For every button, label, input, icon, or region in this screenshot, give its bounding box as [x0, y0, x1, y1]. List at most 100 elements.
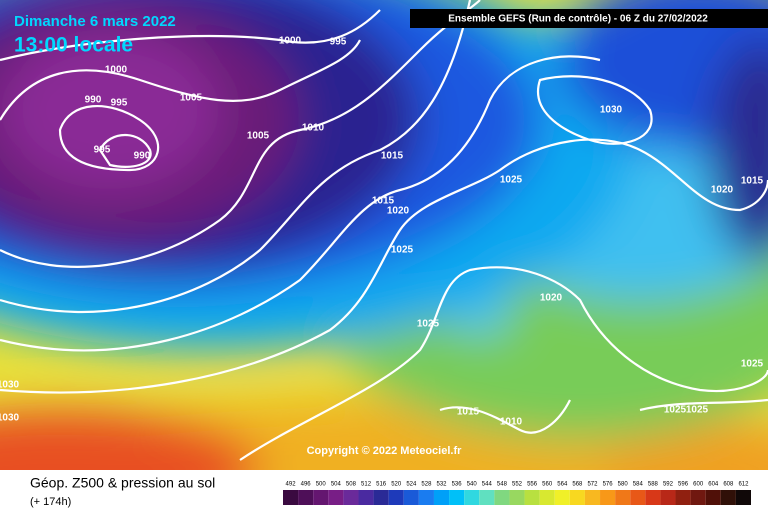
legend-swatch: [660, 490, 676, 505]
legend-swatch: [433, 490, 450, 505]
legend-label: 612: [738, 482, 749, 488]
legend-label: 572: [587, 482, 598, 488]
legend-swatch: [615, 490, 631, 505]
legend-label: 492: [286, 482, 297, 488]
isobar-label: 1020: [540, 293, 563, 304]
legend-label: 588: [648, 482, 659, 488]
isobar-label: 1025: [664, 405, 687, 416]
isobar-label: 1015: [457, 407, 480, 418]
isobar-label: 1000: [279, 36, 302, 47]
legend-label: 544: [482, 482, 493, 488]
legend-swatch: [373, 490, 389, 505]
isobar-label: 1030: [0, 413, 20, 424]
legend-swatch: [283, 490, 299, 505]
legend-label: 580: [618, 482, 629, 488]
isobar-label: 1010: [500, 417, 523, 428]
isobar-label: 1025: [417, 319, 440, 330]
isobars: [0, 0, 768, 461]
legend-label: 568: [572, 482, 583, 488]
run-label: Ensemble GEFS (Run de contrôle) - 06 Z d…: [448, 14, 708, 25]
isobar-label: 1030: [600, 105, 623, 116]
isobar-label: 1005: [247, 131, 270, 142]
legend-swatch: [569, 490, 585, 505]
legend-swatch: [479, 490, 495, 505]
legend-label: 524: [406, 482, 417, 488]
legend-swatch: [328, 490, 344, 505]
isobar-label: 1010: [302, 123, 325, 134]
legend-swatch: [584, 490, 601, 505]
isobar-label: 990: [134, 151, 151, 162]
legend-swatch: [630, 490, 646, 505]
isobar-label: 1020: [711, 185, 734, 196]
isobar-label: 1025: [391, 245, 414, 256]
legend-swatch: [313, 490, 329, 505]
legend-swatch: [600, 490, 616, 505]
legend-label: 552: [512, 482, 523, 488]
legend-swatch: [645, 490, 661, 505]
legend-swatch: [524, 490, 540, 505]
isobar-label: 995: [94, 145, 111, 156]
isobar-label: 1025: [500, 175, 523, 186]
legend-label: 600: [693, 482, 704, 488]
isobar-label: 1015: [381, 151, 404, 162]
legend-label: 508: [346, 482, 357, 488]
legend-swatch: [464, 490, 480, 505]
legend-swatch: [720, 490, 736, 505]
legend-label: 560: [542, 482, 553, 488]
legend-label: 548: [497, 482, 508, 488]
isobar-label: 995: [330, 37, 347, 48]
legend-label: 592: [663, 482, 674, 488]
legend-swatch: [388, 490, 404, 505]
isobar-label: 1025: [741, 359, 764, 370]
legend-label: 608: [723, 482, 734, 488]
legend-swatch: [675, 490, 691, 505]
legend-swatch: [418, 490, 434, 505]
isobar-label: 1000: [105, 65, 128, 76]
legend-label: 516: [376, 482, 387, 488]
legend-label: 584: [633, 482, 644, 488]
isobar-label: 1015: [741, 176, 764, 187]
legend-swatch: [554, 490, 570, 505]
run-banner: [410, 9, 768, 28]
isobar-label: 1020: [387, 206, 410, 217]
footer-lead: (+ 174h): [30, 496, 71, 508]
isobar-label: 1025: [686, 405, 709, 416]
legend-swatch: [494, 490, 510, 505]
isobar-label: 1030: [0, 380, 20, 391]
legend-swatch: [298, 490, 314, 505]
legend-label: 576: [603, 482, 614, 488]
legend-label: 540: [467, 482, 478, 488]
legend-label: 512: [361, 482, 372, 488]
legend-swatch: [690, 490, 706, 505]
isobar-label: 995: [111, 98, 128, 109]
legend-swatch: [343, 490, 359, 505]
legend-label: 556: [527, 482, 538, 488]
legend-swatch: [509, 490, 525, 505]
title-block: Dimanche 6 mars 2022 13:00 locale Ensemb…: [14, 9, 768, 57]
legend-swatch: [449, 490, 465, 505]
legend-label: 604: [708, 482, 719, 488]
isobar-label: 1005: [180, 93, 203, 104]
legend-label: 500: [316, 482, 327, 488]
legend-swatch: [705, 490, 721, 505]
legend-label: 520: [391, 482, 402, 488]
isobar-label: 1015: [372, 196, 395, 207]
legend-label: 532: [437, 482, 448, 488]
legend: 492 496 500 504 508 512 516 520 524 528 532 536 540 5…: [283, 482, 751, 505]
legend-swatch: [403, 490, 419, 505]
legend-swatch: [735, 490, 751, 505]
legend-swatch: [539, 490, 555, 505]
legend-label: 528: [421, 482, 432, 488]
legend-label: 536: [452, 482, 463, 488]
legend-label: 564: [557, 482, 568, 488]
copyright: Copyright © 2022 Meteociel.fr: [307, 445, 463, 457]
time-label: 13:00 locale: [14, 34, 133, 57]
isobar-label: 990: [85, 95, 102, 106]
legend-label: 504: [331, 482, 342, 488]
legend-label: 596: [678, 482, 689, 488]
legend-swatch: [358, 490, 374, 505]
legend-label: 496: [301, 482, 312, 488]
